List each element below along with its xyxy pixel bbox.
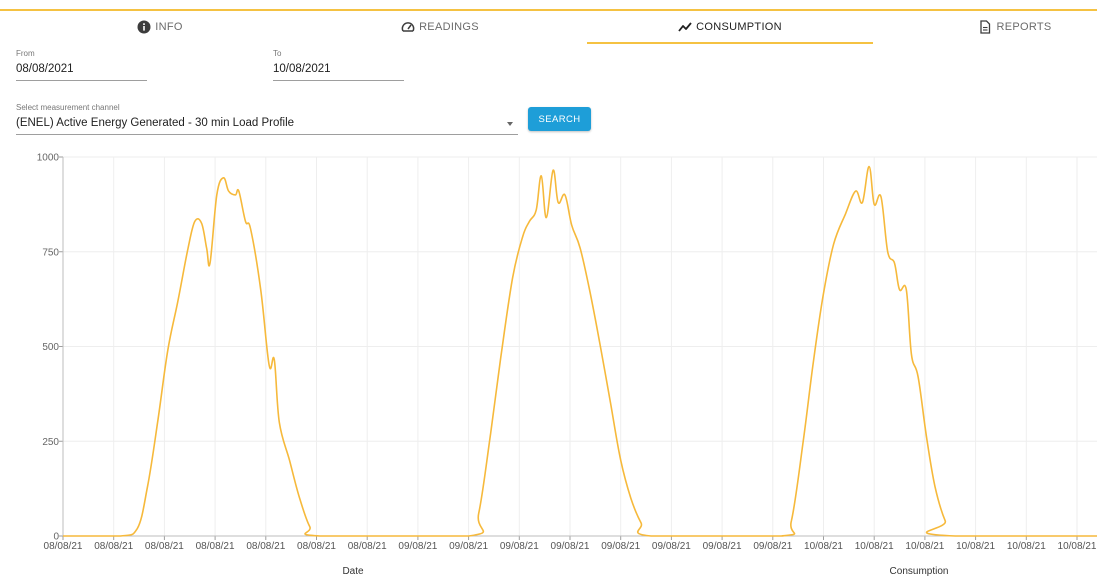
x-tick-label: 08/08/21 <box>246 541 285 552</box>
tab-readings[interactable]: READINGS <box>340 11 540 43</box>
tab-bar: INFO READINGS CONSUMPTION REPORTS <box>0 11 1097 43</box>
x-tick-label: 08/08/21 <box>196 541 235 552</box>
from-date-label: From <box>16 49 35 58</box>
from-date-value: 08/08/2021 <box>16 63 74 75</box>
x-tick-label: 09/08/21 <box>398 541 437 552</box>
x-tick-label: 10/08/21 <box>804 541 843 552</box>
from-date-field[interactable]: From 08/08/2021 <box>16 49 147 82</box>
x-tick-label: 10/08/21 <box>905 541 944 552</box>
to-date-value: 10/08/2021 <box>273 63 331 75</box>
y-tick-label: 500 <box>42 342 59 353</box>
to-date-field[interactable]: To 10/08/2021 <box>273 49 404 82</box>
consumption-series-line <box>63 165 1097 537</box>
x-tick-label: 09/08/21 <box>500 541 539 552</box>
gauge-icon <box>401 22 415 32</box>
x-tick-label: 09/08/21 <box>753 541 792 552</box>
active-tab-indicator <box>587 42 873 44</box>
tab-readings-label: READINGS <box>419 21 479 33</box>
from-date-underline <box>16 80 147 81</box>
x-tick-label: 10/08/21 <box>956 541 995 552</box>
y-tick-label: 250 <box>42 437 59 448</box>
x-axis-title: Date <box>342 566 364 577</box>
x-tick-label: 08/08/21 <box>94 541 133 552</box>
x-tick-label: 09/08/21 <box>601 541 640 552</box>
channel-select[interactable]: Select measurement channel (ENEL) Active… <box>16 103 518 136</box>
legend-label: Consumption <box>890 566 949 577</box>
x-tick-label: 09/08/21 <box>703 541 742 552</box>
chevron-down-icon[interactable] <box>507 122 513 126</box>
x-tick-label: 10/08/21 <box>855 541 894 552</box>
to-date-label: To <box>273 49 282 58</box>
tab-info-label: INFO <box>155 21 183 33</box>
trend-line-icon <box>678 22 692 32</box>
to-date-underline <box>273 80 404 81</box>
channel-select-label: Select measurement channel <box>16 103 120 112</box>
x-tick-label: 10/08/21 <box>1058 541 1097 552</box>
x-tick-label: 09/08/21 <box>652 541 691 552</box>
info-icon <box>137 20 151 34</box>
document-icon <box>980 20 991 34</box>
y-tick-label: 0 <box>53 532 59 543</box>
tab-reports[interactable]: REPORTS <box>915 11 1097 43</box>
y-tick-label: 1000 <box>37 153 60 164</box>
x-tick-label: 09/08/21 <box>551 541 590 552</box>
x-tick-label: 08/08/21 <box>145 541 184 552</box>
top-accent-bar <box>0 9 1097 11</box>
tab-reports-label: REPORTS <box>996 21 1052 33</box>
y-tick-label: 750 <box>42 247 59 258</box>
channel-select-underline <box>16 134 518 135</box>
x-tick-label: 10/08/21 <box>1007 541 1046 552</box>
x-tick-label: 08/08/21 <box>44 541 83 552</box>
x-tick-label: 08/08/21 <box>348 541 387 552</box>
search-button[interactable]: SEARCH <box>528 107 591 131</box>
channel-select-value: (ENEL) Active Energy Generated - 30 min … <box>16 117 295 129</box>
x-tick-label: 08/08/21 <box>297 541 336 552</box>
tab-consumption-label: CONSUMPTION <box>696 21 782 33</box>
tab-consumption[interactable]: CONSUMPTION <box>630 11 830 43</box>
x-tick-label: 09/08/21 <box>449 541 488 552</box>
tab-info[interactable]: INFO <box>60 11 260 43</box>
